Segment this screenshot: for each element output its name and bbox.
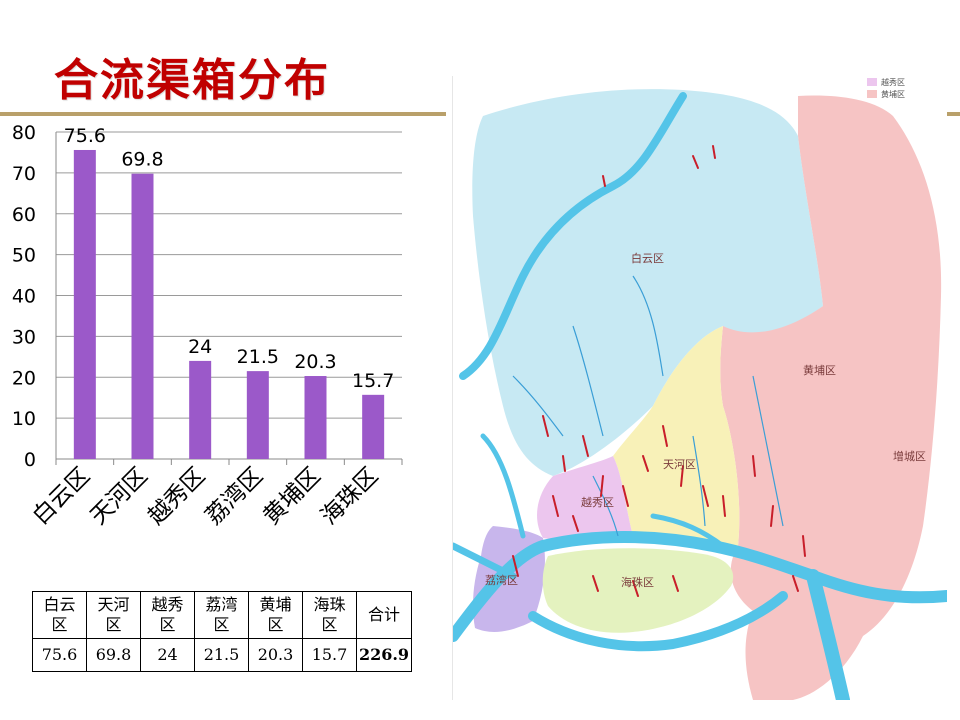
bar xyxy=(73,149,96,460)
baiyun-region xyxy=(472,89,823,476)
data-labels: 75.6 69.8 24 21.5 20.3 15.7 xyxy=(64,125,395,392)
y-tick-labels: 0 10 20 30 40 50 60 70 80 xyxy=(12,122,36,471)
rivers xyxy=(453,92,947,700)
data-label: 15.7 xyxy=(352,370,394,392)
table-cell: 20.3 xyxy=(248,638,303,672)
y-tick-label: 0 xyxy=(24,449,36,471)
chart-gridlines xyxy=(55,131,403,465)
table-cell: 75.6 xyxy=(32,638,87,672)
map-label-yuexiu: 越秀区 xyxy=(581,495,614,509)
y-tick-label: 50 xyxy=(12,245,36,267)
haizhu-region xyxy=(542,548,734,633)
y-tick-label: 30 xyxy=(12,326,36,348)
title-divider xyxy=(0,112,446,116)
bar xyxy=(131,173,154,459)
map-label-zengcheng: 增城区 xyxy=(893,449,926,463)
map-legend: 越秀区 黄埔区 xyxy=(867,77,905,99)
map-label-baiyun: 白云区 xyxy=(631,251,664,265)
table-header-cell: 荔湾区 xyxy=(194,591,249,639)
table-header-cell: 海珠区 xyxy=(302,591,357,639)
bar xyxy=(362,394,385,459)
table-total-cell: 226.9 xyxy=(356,638,412,672)
bar xyxy=(189,360,212,459)
huangpu-region xyxy=(720,95,942,700)
title-divider-right xyxy=(942,112,960,116)
y-tick-label: 80 xyxy=(12,122,36,144)
map-label-huangpu: 黄埔区 xyxy=(803,363,836,377)
tianhe-region xyxy=(613,326,740,548)
table-cell: 21.5 xyxy=(194,638,249,672)
y-tick-label: 60 xyxy=(12,204,36,226)
map-label-liwan: 荔湾区 xyxy=(485,573,518,587)
summary-table: 白云区 天河区 越秀区 荔湾区 黄埔区 海珠区 合计 75.6 69.8 24 … xyxy=(32,591,412,672)
legend-huangpu: 黄埔区 xyxy=(881,89,905,99)
y-tick-label: 70 xyxy=(12,163,36,185)
streams xyxy=(512,275,784,537)
data-label: 21.5 xyxy=(237,346,279,368)
data-label: 69.8 xyxy=(121,149,163,171)
y-tick-label: 10 xyxy=(12,408,36,430)
data-label: 20.3 xyxy=(294,351,336,373)
culverts xyxy=(512,145,806,597)
x-tick-label: 荔湾区 xyxy=(201,463,268,530)
x-tick-label: 白云区 xyxy=(28,463,95,530)
x-tick-label: 黄埔区 xyxy=(259,463,326,530)
x-tick-label: 越秀区 xyxy=(143,463,210,530)
legend-yuexiu: 越秀区 xyxy=(881,77,905,87)
district-map: 白云区 黄埔区 天河区 越秀区 荔湾区 海珠区 增城区 越秀区 黄埔区 xyxy=(452,76,947,700)
table-value-row: 75.6 69.8 24 21.5 20.3 15.7 226.9 xyxy=(32,638,412,672)
table-header-cell: 天河区 xyxy=(86,591,141,639)
table-cell: 15.7 xyxy=(302,638,357,672)
x-tick-label: 天河区 xyxy=(86,463,153,530)
bars xyxy=(73,149,385,460)
data-label: 75.6 xyxy=(64,125,106,147)
table-header-cell: 白云区 xyxy=(32,591,87,639)
bar-chart: 0 10 20 30 40 50 60 70 80 75.6 69.8 24 21.5 20.3 15.7… xyxy=(12,122,403,530)
table-header-cell: 黄埔区 xyxy=(248,591,303,639)
bar xyxy=(304,376,327,459)
table-header-total: 合计 xyxy=(356,591,412,639)
table-header-row: 白云区 天河区 越秀区 荔湾区 黄埔区 海珠区 合计 xyxy=(32,591,412,639)
table-cell: 24 xyxy=(140,638,195,672)
map-label-tianhe: 天河区 xyxy=(663,458,696,471)
table-cell: 69.8 xyxy=(86,638,141,672)
x-tick-label: 海珠区 xyxy=(316,463,383,530)
y-tick-label: 20 xyxy=(12,367,36,389)
table-header-cell: 越秀区 xyxy=(140,591,195,639)
map-label-haizhu: 海珠区 xyxy=(621,575,654,589)
yuexiu-region xyxy=(537,456,633,542)
y-tick-label: 40 xyxy=(12,286,36,308)
bar xyxy=(246,371,269,459)
slide-title: 合流渠箱分布 xyxy=(54,55,330,106)
data-label: 24 xyxy=(188,336,212,358)
